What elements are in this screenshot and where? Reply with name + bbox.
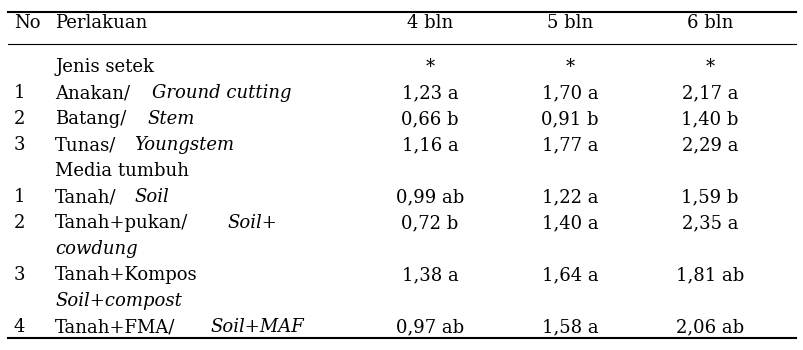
Text: 1,40 b: 1,40 b: [680, 110, 738, 128]
Text: 4: 4: [14, 318, 26, 336]
Text: 1,38 a: 1,38 a: [402, 266, 458, 284]
Text: Anakan/: Anakan/: [55, 84, 130, 102]
Text: Soil+compost: Soil+compost: [55, 292, 181, 310]
Text: 1,22 a: 1,22 a: [541, 188, 597, 206]
Text: *: *: [704, 58, 714, 76]
Text: 1,59 b: 1,59 b: [680, 188, 738, 206]
Text: No: No: [14, 14, 40, 32]
Text: 1,64 a: 1,64 a: [541, 266, 597, 284]
Text: 3: 3: [14, 136, 26, 154]
Text: Soil+: Soil+: [226, 214, 276, 232]
Text: 1: 1: [14, 188, 26, 206]
Text: 0,91 b: 0,91 b: [540, 110, 598, 128]
Text: Tunas/: Tunas/: [55, 136, 116, 154]
Text: 1,16 a: 1,16 a: [402, 136, 458, 154]
Text: 2: 2: [14, 110, 26, 128]
Text: 2,06 ab: 2,06 ab: [675, 318, 743, 336]
Text: Tanah+pukan/: Tanah+pukan/: [55, 214, 188, 232]
Text: 1: 1: [14, 84, 26, 102]
Text: Soil: Soil: [134, 188, 169, 206]
Text: 2: 2: [14, 214, 26, 232]
Text: Tanah+FMA/: Tanah+FMA/: [55, 318, 175, 336]
Text: Youngstem: Youngstem: [134, 136, 234, 154]
Text: Media tumbuh: Media tumbuh: [55, 162, 189, 180]
Text: 0,66 b: 0,66 b: [401, 110, 459, 128]
Text: *: *: [425, 58, 434, 76]
Text: 1,70 a: 1,70 a: [541, 84, 597, 102]
Text: 5 bln: 5 bln: [546, 14, 593, 32]
Text: Batang/: Batang/: [55, 110, 126, 128]
Text: Jenis setek: Jenis setek: [55, 58, 154, 76]
Text: Perlakuan: Perlakuan: [55, 14, 147, 32]
Text: 3: 3: [14, 266, 26, 284]
Text: Tanah/: Tanah/: [55, 188, 116, 206]
Text: 6 bln: 6 bln: [686, 14, 732, 32]
Text: 0,72 b: 0,72 b: [401, 214, 458, 232]
Text: 1,77 a: 1,77 a: [541, 136, 597, 154]
Text: Ground cutting: Ground cutting: [152, 84, 291, 102]
Text: *: *: [565, 58, 574, 76]
Text: 1,23 a: 1,23 a: [402, 84, 458, 102]
Text: 2,29 a: 2,29 a: [681, 136, 737, 154]
Text: 2,17 a: 2,17 a: [681, 84, 737, 102]
Text: 0,97 ab: 0,97 ab: [395, 318, 463, 336]
Text: cowdung: cowdung: [55, 240, 137, 258]
Text: 1,81 ab: 1,81 ab: [675, 266, 744, 284]
Text: 4 bln: 4 bln: [406, 14, 453, 32]
Text: 1,58 a: 1,58 a: [541, 318, 597, 336]
Text: 2,35 a: 2,35 a: [681, 214, 737, 232]
Text: Stem: Stem: [147, 110, 194, 128]
Text: 0,99 ab: 0,99 ab: [395, 188, 463, 206]
Text: Tanah+Kompos: Tanah+Kompos: [55, 266, 198, 284]
Text: 1,40 a: 1,40 a: [541, 214, 597, 232]
Text: Soil+MAF: Soil+MAF: [210, 318, 304, 336]
